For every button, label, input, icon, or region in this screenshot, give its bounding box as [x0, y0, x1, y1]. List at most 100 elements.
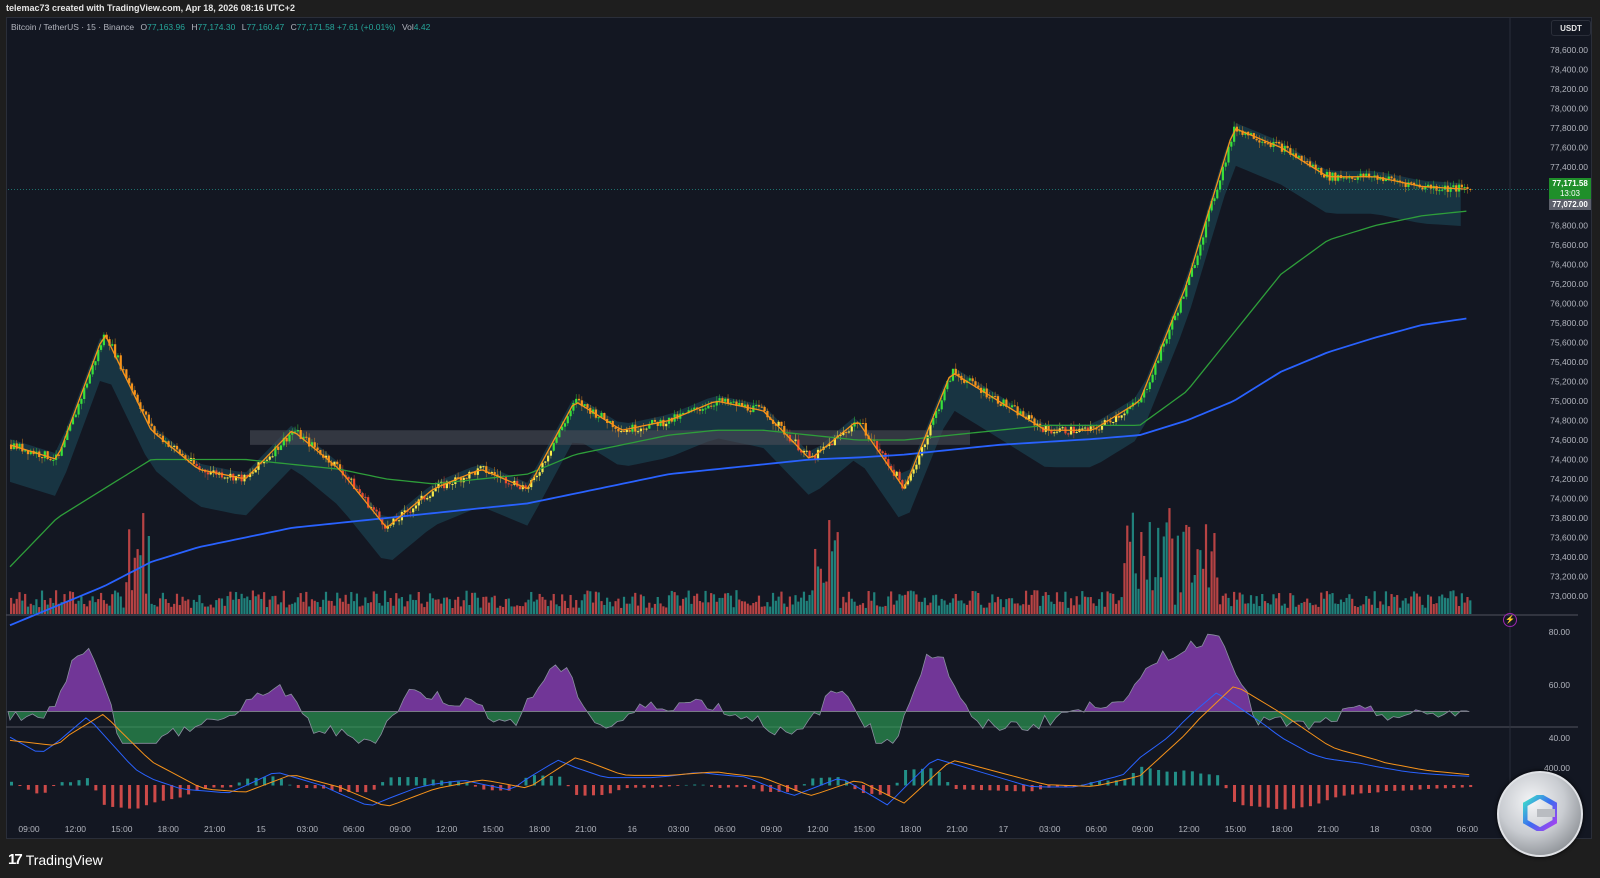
candle: [237, 474, 240, 477]
volume-bar: [150, 603, 153, 614]
volume-bar: [898, 594, 901, 614]
volume-bar: [760, 606, 763, 614]
volume-bar: [1033, 590, 1036, 614]
volume-bar: [1421, 604, 1424, 614]
symbol-name[interactable]: Bitcoin / TetherUS · 15 · Binance: [11, 22, 135, 32]
volume-bar: [175, 593, 179, 614]
volume-bar: [479, 607, 482, 614]
volume-bar: [1179, 592, 1182, 614]
candle: [1165, 339, 1168, 344]
candle: [538, 472, 541, 476]
volume-bar: [502, 606, 505, 614]
candle: [1221, 166, 1224, 181]
candle: [490, 472, 493, 474]
candle: [1030, 415, 1033, 419]
volume-bar: [201, 603, 204, 614]
macd-histogram-bar: [769, 785, 773, 792]
volume-bar: [383, 590, 387, 614]
time-tick-label: 18:00: [1271, 824, 1293, 834]
volume-bar: [420, 603, 423, 614]
volume-bar: [476, 597, 479, 614]
macd-histogram-bar: [397, 777, 401, 786]
volume-bar: [1339, 599, 1343, 614]
macd-histogram-bar: [237, 782, 241, 786]
candle: [530, 480, 533, 488]
volume-bar: [617, 598, 620, 614]
volume-bar: [1143, 555, 1146, 614]
currency-button[interactable]: USDT: [1551, 20, 1591, 36]
volume-bar: [890, 591, 893, 614]
volume-bar: [1457, 606, 1461, 614]
volume-bar: [234, 592, 238, 614]
volume-bar: [40, 590, 44, 614]
coin-badge-icon: [1497, 771, 1583, 857]
volume-bar: [566, 607, 569, 614]
tradingview-logo[interactable]: 17 TradingView: [8, 851, 103, 868]
macd-histogram-bar: [1216, 775, 1220, 786]
macd-histogram-bar: [1233, 785, 1237, 802]
candle: [954, 368, 957, 374]
volume-bar: [1455, 596, 1458, 614]
candle: [355, 489, 359, 491]
candle: [1204, 221, 1208, 238]
candle: [1005, 399, 1008, 408]
candle: [296, 430, 299, 432]
chart-frame[interactable]: [6, 17, 1592, 839]
candle: [783, 425, 786, 435]
macd-histogram-bar: [617, 785, 621, 791]
macd-histogram-bar: [119, 785, 123, 808]
macd-histogram-bar: [684, 784, 688, 786]
volume-bar: [313, 600, 316, 614]
candle: [1010, 405, 1014, 408]
volume-bar: [1137, 588, 1140, 614]
candle: [994, 396, 997, 398]
volume-bar: [1114, 603, 1118, 614]
last-price-tag: 77,171.58 13:03: [1549, 178, 1591, 200]
candle: [1292, 153, 1295, 155]
volume-bar: [400, 597, 404, 614]
candle: [1041, 427, 1045, 432]
volume-bar: [597, 592, 600, 614]
macd-histogram-bar: [752, 785, 756, 789]
volume-bar: [437, 599, 440, 614]
macd-histogram-bar: [381, 782, 385, 786]
volume-bar: [130, 590, 134, 614]
macd-histogram-bar: [431, 779, 435, 786]
volume-bar: [1320, 592, 1323, 614]
volume-bar: [381, 605, 384, 614]
volume-bar: [842, 596, 845, 614]
volume-bar: [994, 602, 997, 614]
candle: [125, 369, 128, 379]
candle: [1202, 237, 1205, 245]
macd-histogram-bar: [1055, 785, 1059, 788]
macd-histogram-bar: [1443, 785, 1447, 789]
candle: [816, 449, 820, 460]
candle: [693, 407, 696, 410]
volume-bar: [1120, 597, 1123, 614]
macd-histogram-bar: [870, 785, 874, 794]
volume-bar: [572, 607, 575, 614]
candle: [234, 476, 238, 481]
time-tick-label: 15:00: [111, 824, 133, 834]
candle: [842, 432, 845, 435]
volume-bar: [974, 591, 977, 614]
candle: [1137, 402, 1140, 404]
candle: [353, 478, 356, 490]
macd-histogram-bar: [1384, 785, 1388, 791]
volume-bar: [485, 596, 488, 614]
candle: [271, 456, 274, 458]
candle: [861, 423, 865, 425]
candle: [1289, 148, 1292, 155]
volume-bar: [670, 590, 673, 614]
lightning-icon[interactable]: ⚡: [1503, 613, 1517, 627]
volume-bar: [1128, 541, 1132, 614]
volume-bar: [771, 592, 775, 614]
volume-bar: [24, 593, 27, 614]
volume-bar: [114, 590, 117, 614]
volume-bar: [147, 536, 150, 614]
candle: [1449, 187, 1452, 192]
candle: [1027, 415, 1030, 420]
macd-histogram-bar: [1190, 771, 1194, 786]
volume-bar: [397, 598, 401, 614]
